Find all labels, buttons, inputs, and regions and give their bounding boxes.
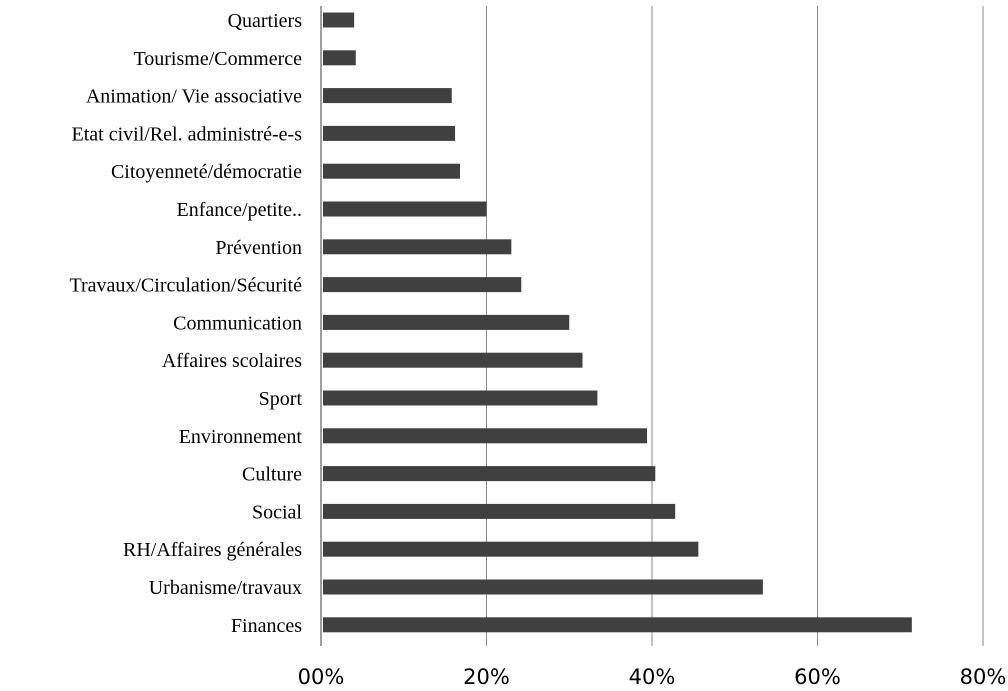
bar (323, 277, 522, 293)
category-label: Social (252, 501, 302, 523)
category-label: Urbanisme/travaux (149, 577, 302, 599)
bar (323, 239, 512, 255)
x-tick-label: 00% (298, 665, 345, 689)
bar (323, 125, 456, 141)
bar (323, 617, 912, 633)
category-label: Communication (173, 312, 302, 334)
category-label: Citoyenneté/démocratie (111, 161, 302, 183)
bars (323, 12, 912, 633)
bar (323, 50, 356, 66)
category-label: Etat civil/Rel. administré-e-s (72, 123, 303, 145)
bar (323, 503, 676, 519)
x-tick-label: 60% (794, 665, 841, 689)
category-labels: Quartiers Tourisme/Commerce Animation/ Vie… (69, 10, 302, 637)
bar (323, 541, 699, 557)
x-tick-label: 20% (463, 665, 510, 689)
category-label: Sport (259, 388, 303, 410)
category-label: Tourisme/Commerce (133, 48, 302, 70)
category-label: RH/Affaires générales (123, 539, 302, 561)
category-label: Finances (231, 615, 302, 637)
category-label: Prévention (215, 237, 302, 259)
bar (323, 390, 598, 406)
bar (323, 88, 452, 104)
x-tick-labels: 00% 20% 40% 60% 80% (298, 665, 1007, 689)
category-label: Culture (242, 464, 302, 486)
bar (323, 201, 487, 217)
bar (323, 12, 355, 28)
bar (323, 466, 656, 482)
x-tick-label: 40% (629, 665, 676, 689)
bar (323, 428, 648, 444)
category-label: Quartiers (228, 10, 303, 32)
category-label: Affaires scolaires (162, 350, 302, 372)
category-label: Animation/ Vie associative (86, 86, 302, 108)
bar (323, 314, 570, 330)
x-tick-label: 80% (960, 665, 1007, 689)
bar (323, 352, 583, 368)
bar (323, 163, 461, 179)
category-label: Enfance/petite.. (177, 199, 303, 221)
category-label: Environnement (179, 426, 303, 448)
bar (323, 579, 763, 595)
category-label: Travaux/Circulation/Sécurité (69, 275, 302, 297)
